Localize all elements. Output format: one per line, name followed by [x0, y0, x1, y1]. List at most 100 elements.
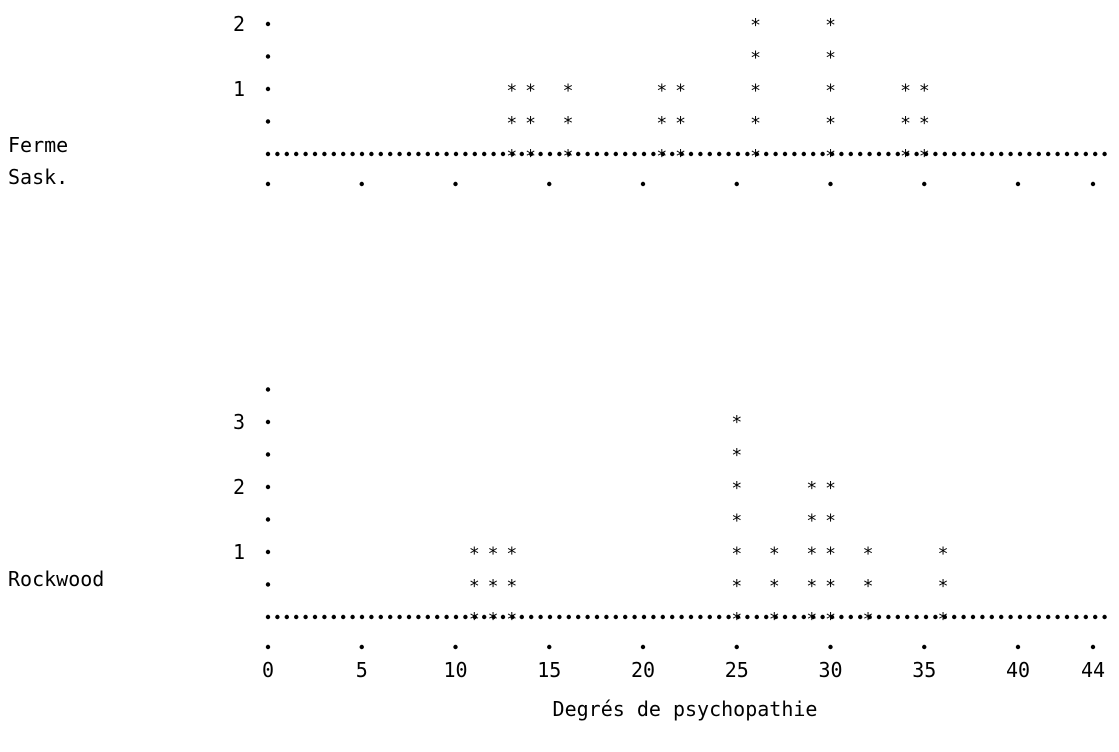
baseline-dot — [331, 614, 336, 620]
data-point-star: * — [750, 146, 761, 167]
baseline-dot — [529, 151, 534, 157]
data-point-star: * — [825, 80, 836, 101]
baseline-dot — [341, 151, 346, 157]
baseline-dot — [999, 151, 1004, 157]
data-point-star: * — [938, 543, 949, 564]
baseline-dot — [331, 151, 336, 157]
x-tick-dot — [265, 644, 271, 650]
baseline-dot — [1017, 614, 1023, 620]
data-point-star: * — [525, 80, 536, 101]
baseline-dot — [745, 151, 750, 157]
baseline-dot — [820, 151, 825, 157]
baseline-dot — [980, 614, 985, 620]
baseline-dot — [839, 151, 844, 157]
baseline-dot — [811, 614, 816, 620]
y-axis-dot — [265, 54, 271, 59]
baseline-dot — [491, 151, 496, 157]
baseline-dot — [576, 614, 581, 620]
baseline-dot — [594, 614, 600, 620]
baseline-dot — [670, 151, 675, 157]
baseline-dot — [942, 614, 947, 620]
baseline-dot — [397, 151, 402, 157]
data-point-star: * — [863, 576, 874, 597]
data-point-star: * — [825, 478, 836, 499]
baseline-dot — [867, 614, 872, 620]
baseline-dot — [641, 614, 647, 620]
data-point-star: * — [825, 543, 836, 564]
baseline-dot — [1074, 151, 1079, 157]
baseline-dot — [961, 151, 966, 157]
data-point-star: * — [469, 576, 480, 597]
data-point-star: * — [919, 146, 930, 167]
x-tick-dot — [922, 644, 927, 650]
baseline-dot — [801, 151, 806, 157]
baseline-dot — [952, 614, 957, 620]
data-point-star: * — [863, 543, 874, 564]
baseline-dot — [632, 151, 637, 157]
baseline-dot — [1008, 614, 1013, 620]
x-tick-label: 15 — [537, 658, 561, 682]
baseline-dot — [1046, 151, 1051, 157]
data-point-star: * — [825, 511, 836, 532]
baseline-dot — [858, 614, 863, 620]
baseline-dot — [322, 614, 327, 620]
baseline-dot — [547, 151, 553, 157]
baseline-dot — [312, 151, 318, 157]
data-point-star: * — [656, 80, 667, 101]
baseline-dot — [1083, 614, 1089, 620]
baseline-dot — [1064, 614, 1070, 620]
baseline-dot — [867, 151, 872, 157]
data-point-star: * — [469, 609, 480, 630]
baseline-dot — [933, 151, 938, 157]
baseline-dot — [284, 614, 289, 620]
baseline-dot — [923, 614, 929, 620]
baseline-dot — [905, 151, 910, 157]
baseline-dot — [585, 614, 590, 620]
baseline-dot — [923, 151, 929, 157]
baseline-dot — [500, 614, 506, 620]
baseline-dot — [275, 151, 280, 157]
group-label: Ferme — [8, 133, 68, 157]
baseline-dot — [688, 614, 694, 620]
data-point-star: * — [525, 113, 536, 134]
baseline-dot — [425, 614, 430, 620]
baseline-dot — [425, 151, 430, 157]
x-tick-dot — [640, 644, 646, 650]
baseline-dot — [623, 614, 628, 620]
x-tick-dot — [359, 181, 364, 187]
baseline-dot — [1093, 151, 1098, 157]
baseline-dot — [388, 151, 393, 157]
data-point-star: * — [488, 609, 499, 630]
baseline-dot — [952, 151, 957, 157]
baseline-dot — [660, 151, 665, 157]
y-axis-dot — [265, 517, 271, 522]
data-point-star: * — [750, 15, 761, 36]
data-point-star: * — [469, 543, 480, 564]
baseline-dot — [538, 151, 543, 157]
data-point-star: * — [806, 543, 817, 564]
data-point-star: * — [825, 146, 836, 167]
baseline-dot — [914, 614, 919, 620]
baseline-dot — [1046, 614, 1051, 620]
baseline-dot — [773, 151, 778, 157]
baseline-dot — [754, 151, 759, 157]
baseline-dot — [613, 151, 618, 157]
data-point-star: * — [825, 113, 836, 134]
data-point-star: * — [806, 609, 817, 630]
x-tick-dot — [828, 644, 833, 650]
x-tick-label: 0 — [262, 658, 274, 682]
baseline-dot — [811, 151, 816, 157]
baseline-dot — [754, 614, 759, 620]
baseline-dot — [576, 151, 581, 157]
data-point-star: * — [769, 543, 780, 564]
baseline-dot — [1074, 614, 1079, 620]
data-point-star: * — [675, 80, 686, 101]
baseline-dot — [359, 614, 365, 620]
baseline-dot — [905, 614, 910, 620]
y-tick-label: 2 — [233, 475, 245, 499]
baseline-dot — [388, 614, 393, 620]
data-point-star: * — [731, 543, 742, 564]
baseline-dot — [350, 151, 355, 157]
data-point-star: * — [563, 113, 574, 134]
baseline-dot — [726, 151, 731, 157]
